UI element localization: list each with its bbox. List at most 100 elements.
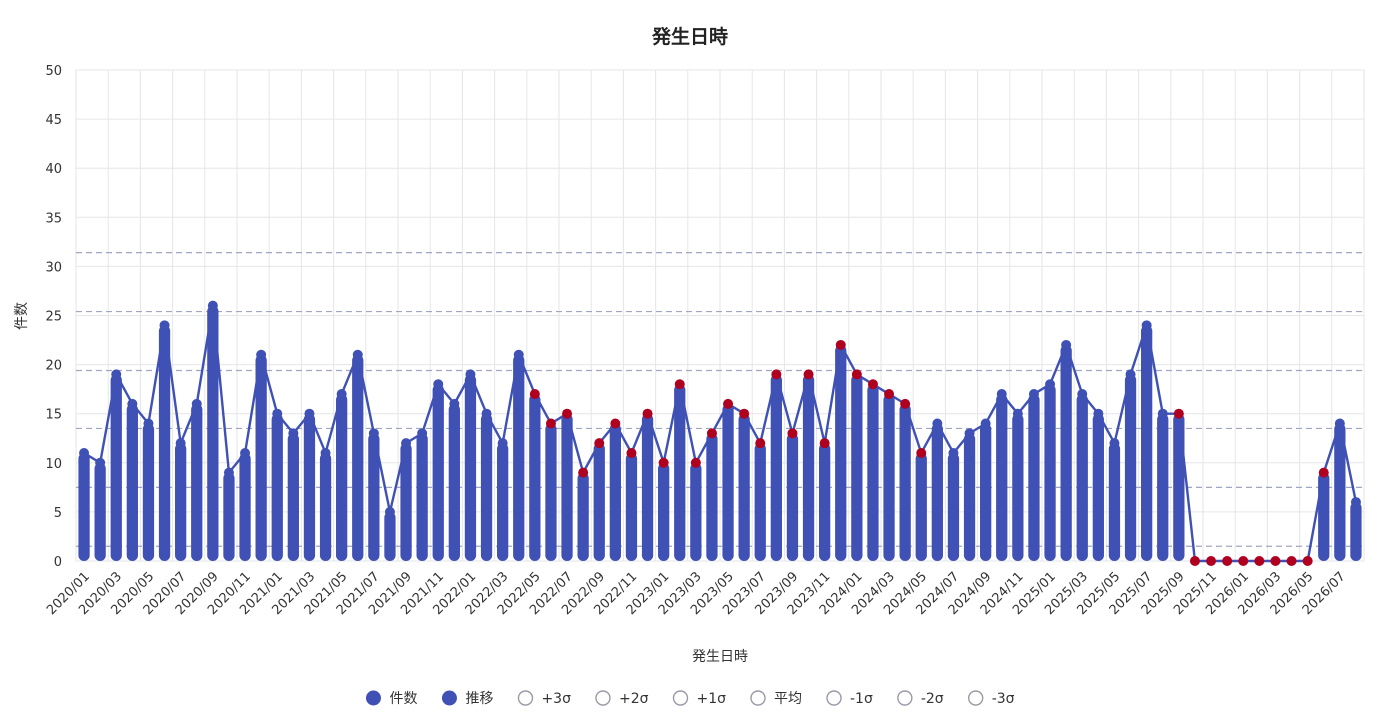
point-2022/12 xyxy=(642,408,653,419)
point-2023/07 xyxy=(755,438,766,449)
bar-2021/07 xyxy=(368,433,380,561)
point-2024/01 xyxy=(851,369,862,380)
legend-marker-7 xyxy=(897,690,913,706)
bar-2024/08 xyxy=(963,433,976,561)
bar-2024/02 xyxy=(867,384,879,561)
bar-2024/11 xyxy=(1012,413,1024,561)
legend-item-7[interactable]: -2σ xyxy=(897,690,944,707)
legend-label-2: +3σ xyxy=(541,691,571,707)
point-2021/09 xyxy=(401,438,412,449)
legend-item-1[interactable]: 推移 xyxy=(441,690,494,708)
bar-2022/06 xyxy=(545,423,557,561)
bar-2021/09 xyxy=(400,443,412,561)
legend-item-8[interactable]: -3σ xyxy=(967,690,1015,707)
legend-label-7: -2σ xyxy=(921,691,944,707)
point-2020/02 xyxy=(95,457,106,468)
point-2025/01 xyxy=(1045,379,1056,390)
point-2026/08 xyxy=(1350,497,1361,508)
point-2026/05 xyxy=(1302,556,1313,566)
point-2022/08 xyxy=(578,467,589,478)
point-2024/05 xyxy=(916,447,927,458)
bar-2020/07 xyxy=(175,443,187,561)
legend: 件数 推移 +3σ +2σ +1σ 平均 -1σ -2σ -3σ xyxy=(365,690,1015,708)
point-2021/12 xyxy=(449,398,460,409)
y-tick-6: 30 xyxy=(45,260,62,275)
point-2020/11 xyxy=(240,447,251,458)
bar-2020/02 xyxy=(94,462,106,561)
bar-2023/11 xyxy=(819,443,831,561)
legend-marker-0 xyxy=(365,690,381,706)
markers xyxy=(79,300,1361,566)
bar-2020/05 xyxy=(142,423,155,561)
bar-2023/04 xyxy=(706,433,718,561)
grid xyxy=(75,69,1365,562)
y-tick-0: 0 xyxy=(54,555,62,570)
point-2025/03 xyxy=(1077,389,1088,400)
point-2021/08 xyxy=(384,506,395,517)
legend-item-2[interactable]: +3σ xyxy=(517,690,571,707)
bar-2021/04 xyxy=(319,452,332,561)
y-tick-10: 50 xyxy=(45,64,62,79)
bar-2022/04 xyxy=(513,354,525,561)
point-2023/05 xyxy=(723,398,734,409)
point-2023/04 xyxy=(706,428,717,439)
bar-2023/12 xyxy=(835,344,847,561)
bar-2020/12 xyxy=(255,354,267,561)
point-2024/04 xyxy=(900,398,911,409)
legend-item-4[interactable]: +1σ xyxy=(672,690,726,707)
bar-2022/09 xyxy=(593,443,605,561)
legend-label-8: -3σ xyxy=(992,691,1015,707)
legend-label-0: 件数 xyxy=(389,691,417,707)
legend-item-5[interactable]: 平均 xyxy=(750,690,802,707)
point-2022/03 xyxy=(497,438,508,449)
legend-label-6: -1σ xyxy=(850,691,873,707)
point-2021/02 xyxy=(288,428,299,439)
y-tick-2: 10 xyxy=(45,457,62,472)
bar-2022/08 xyxy=(577,472,589,561)
bar-2023/10 xyxy=(802,374,815,561)
legend-item-0[interactable]: 件数 xyxy=(365,690,418,708)
bar-2022/05 xyxy=(529,394,541,561)
point-2020/07 xyxy=(175,438,186,449)
x-axis-ticks: 2020/012020/032020/052020/072020/092020/… xyxy=(44,569,1349,618)
point-2024/07 xyxy=(948,447,959,458)
bar-2024/01 xyxy=(851,374,863,561)
point-2021/03 xyxy=(304,408,315,419)
point-2025/07 xyxy=(1141,320,1152,331)
legend-marker-3 xyxy=(595,690,611,706)
bar-2023/06 xyxy=(738,413,750,561)
bar-2025/08 xyxy=(1157,413,1169,561)
bar-2023/07 xyxy=(754,443,766,561)
bar-2022/03 xyxy=(497,443,509,561)
point-2025/02 xyxy=(1061,339,1072,350)
point-2022/04 xyxy=(513,349,524,360)
bar-2025/09 xyxy=(1173,413,1185,561)
point-2026/06 xyxy=(1318,467,1329,478)
bar-2024/10 xyxy=(996,394,1008,561)
point-2025/12 xyxy=(1222,556,1233,566)
bar-2026/08 xyxy=(1350,502,1362,561)
point-2023/06 xyxy=(739,408,750,419)
legend-label-1: 推移 xyxy=(465,691,493,707)
point-2024/09 xyxy=(980,418,991,429)
legend-item-6[interactable]: -1σ xyxy=(826,690,873,707)
bar-2021/06 xyxy=(352,354,364,561)
bar-2024/06 xyxy=(931,423,943,561)
y-axis-label: 件数 xyxy=(14,302,30,330)
bar-2023/03 xyxy=(690,462,702,561)
bar-2023/08 xyxy=(770,374,782,561)
point-2021/10 xyxy=(417,428,428,439)
y-tick-5: 25 xyxy=(45,310,62,325)
bar-2020/03 xyxy=(110,374,122,561)
y-tick-8: 40 xyxy=(45,162,62,177)
point-2023/10 xyxy=(803,369,814,380)
point-2024/03 xyxy=(884,389,895,400)
legend-item-3[interactable]: +2σ xyxy=(595,690,649,707)
bar-2023/05 xyxy=(722,403,734,561)
point-2026/07 xyxy=(1334,418,1345,429)
bar-2022/07 xyxy=(561,413,573,561)
legend-marker-1 xyxy=(441,690,457,706)
point-2025/05 xyxy=(1109,438,1120,449)
point-2020/05 xyxy=(143,418,154,429)
